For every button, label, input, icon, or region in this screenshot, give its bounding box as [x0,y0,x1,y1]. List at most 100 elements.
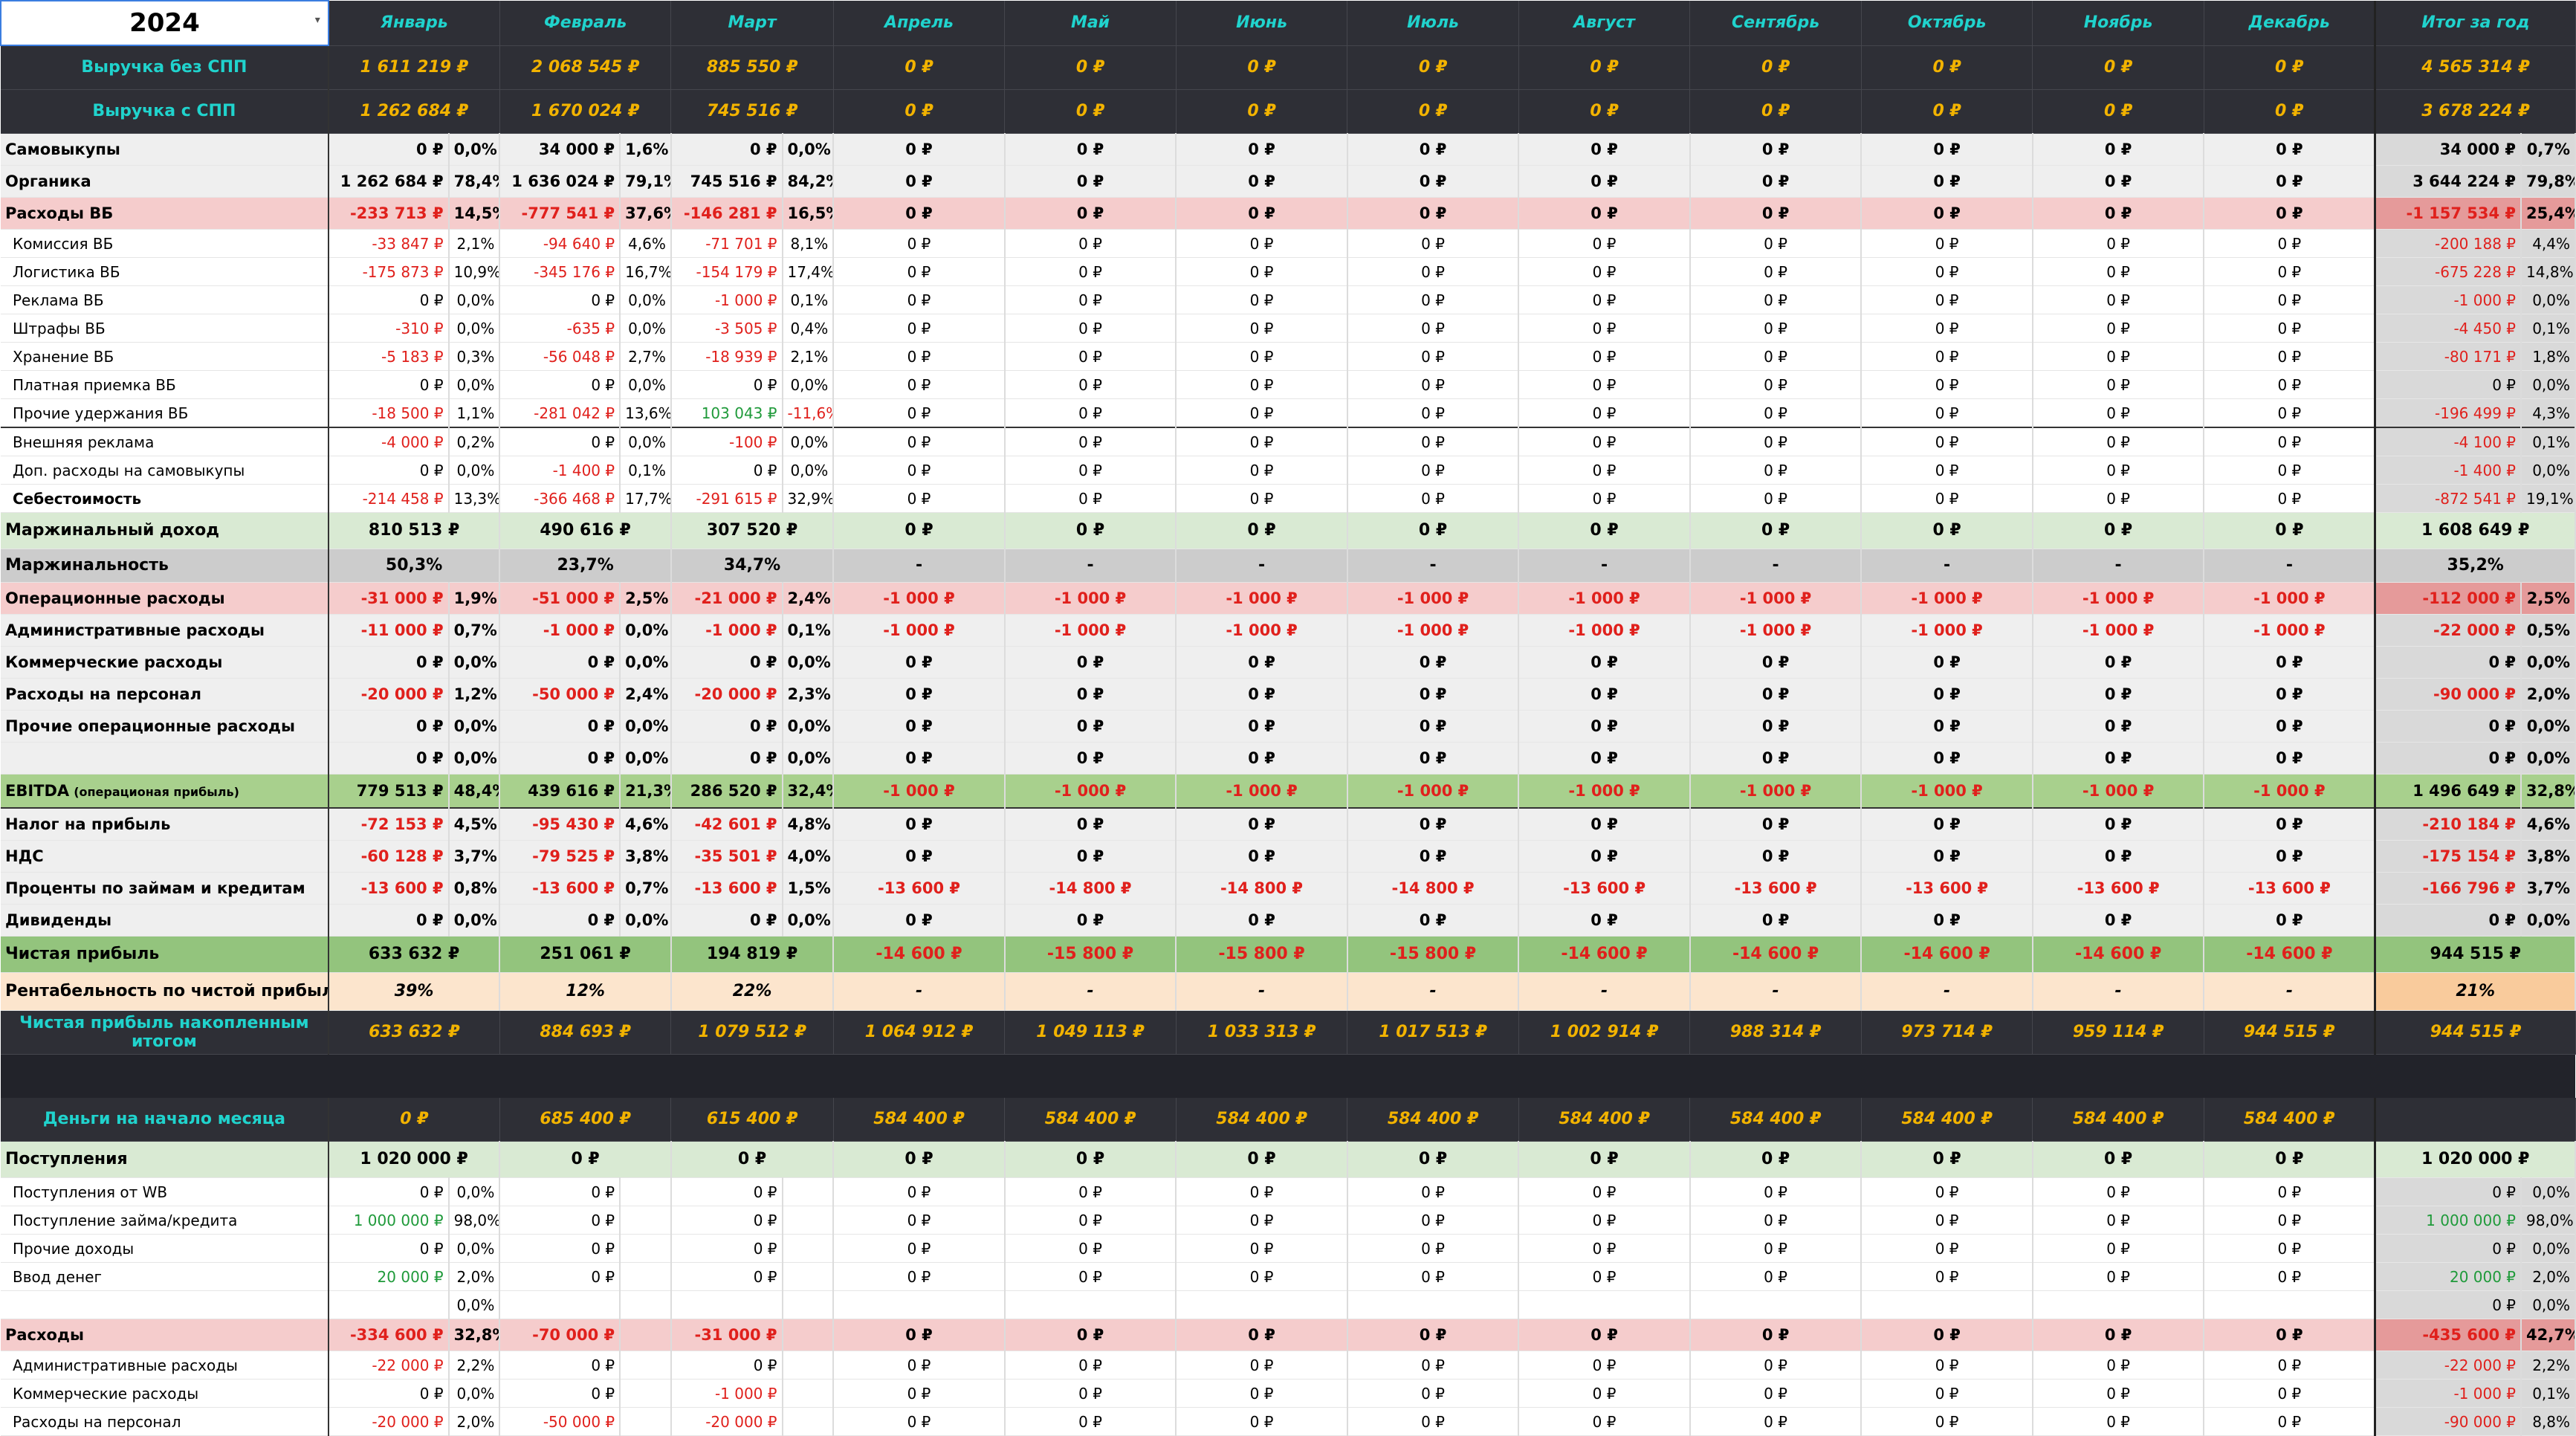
value-cell[interactable]: 0 ₽ [2204,165,2376,198]
value-cell[interactable]: -14 800 ₽ [1347,872,1520,905]
total-percent-cell[interactable]: 3,8% [2521,840,2576,873]
value-cell[interactable]: 0 ₽ [2204,456,2376,485]
value-cell[interactable]: 0 ₽ [1861,45,2033,90]
value-cell[interactable]: 1 262 684 ₽ [328,165,450,198]
percent-cell[interactable] [620,1206,672,1235]
value-cell[interactable]: -1 000 ₽ [2204,774,2376,809]
value-cell[interactable]: 0 ₽ [1004,807,1177,841]
value-cell[interactable]: 0 ₽ [1347,1234,1520,1263]
value-cell[interactable]: -100 ₽ [670,427,783,456]
value-cell[interactable]: 0 ₽ [2204,197,2376,230]
percent-cell[interactable] [620,1351,672,1380]
value-cell[interactable]: 0 ₽ [1347,1319,1520,1351]
percent-cell[interactable]: 0,0% [782,742,835,774]
value-cell[interactable]: 1 064 912 ₽ [833,1010,1006,1055]
value-cell[interactable]: 0 ₽ [2032,1351,2205,1380]
value-cell[interactable]: 0 ₽ [670,1206,783,1235]
total-cell[interactable]: -1 400 ₽ [2374,456,2522,485]
row-label[interactable]: Расходы [1,1319,329,1351]
value-cell[interactable]: 0 ₽ [670,904,783,937]
percent-cell[interactable]: 2,0% [448,1407,501,1436]
percent-cell[interactable]: 0,0% [448,1234,501,1263]
value-cell[interactable]: 0 ₽ [328,133,450,166]
value-cell[interactable] [833,1290,1006,1319]
value-cell[interactable]: 0 ₽ [1518,742,1691,774]
value-cell[interactable]: -60 128 ₽ [328,840,450,873]
value-cell[interactable]: 0 ₽ [833,840,1006,873]
value-cell[interactable]: 0 ₽ [1004,197,1177,230]
value-cell[interactable]: -13 600 ₽ [670,872,783,905]
row-label[interactable]: Чистая прибыль накопленным итогом [1,1010,329,1055]
value-cell[interactable]: -5 183 ₽ [328,342,450,371]
value-cell[interactable]: 0 ₽ [833,742,1006,774]
value-cell[interactable]: 0 ₽ [2032,1234,2205,1263]
value-cell[interactable]: 0 ₽ [2204,840,2376,873]
value-cell[interactable]: 685 400 ₽ [499,1098,672,1142]
value-cell[interactable]: 0 ₽ [2032,1206,2205,1235]
value-cell[interactable]: -1 000 ₽ [670,285,783,314]
value-cell[interactable]: 0 ₽ [499,646,621,679]
total-cell[interactable]: 1 608 649 ₽ [2374,512,2576,549]
value-cell[interactable]: 0 ₽ [1347,710,1520,743]
value-cell[interactable]: 0 ₽ [833,398,1006,428]
row-label[interactable]: Штрафы ВБ [1,314,329,343]
value-cell[interactable]: 633 632 ₽ [328,1010,500,1055]
value-cell[interactable]: 0 ₽ [1518,646,1691,679]
value-cell[interactable]: -13 600 ₽ [328,872,450,905]
value-cell[interactable]: 0 ₽ [1004,342,1177,371]
value-cell[interactable]: 0 ₽ [2032,314,2205,343]
value-cell[interactable]: 0 ₽ [1689,456,1863,485]
value-cell[interactable]: -14 600 ₽ [1861,936,2033,973]
value-cell[interactable]: -15 800 ₽ [1004,936,1177,973]
value-cell[interactable]: -1 000 ₽ [2204,582,2376,615]
value-cell[interactable]: 0 ₽ [670,133,783,166]
value-cell[interactable]: -13 600 ₽ [2032,872,2205,905]
value-cell[interactable]: 0 ₽ [1176,807,1348,841]
percent-cell[interactable]: 4,8% [782,807,835,841]
value-cell[interactable]: 0 ₽ [1347,807,1520,841]
value-cell[interactable]: 0 ₽ [2032,427,2205,456]
row-label[interactable]: EBITDA (операционая прибыль) [1,774,329,809]
value-cell[interactable]: 584 400 ₽ [2032,1098,2204,1142]
value-cell[interactable]: 0 ₽ [1004,1379,1177,1408]
total-percent-cell[interactable]: 0,1% [2521,314,2576,343]
value-cell[interactable]: 439 616 ₽ [499,774,621,809]
value-cell[interactable]: 0 ₽ [1689,398,1863,428]
total-percent-cell[interactable]: 79,8% [2521,165,2576,198]
value-cell[interactable]: 0 ₽ [1004,512,1177,549]
percent-cell[interactable]: 0,0% [620,710,672,743]
percent-cell[interactable]: 16,5% [782,197,835,230]
value-cell[interactable]: 0 ₽ [1347,1351,1520,1380]
value-cell[interactable]: 0 ₽ [1689,512,1863,549]
value-cell[interactable]: 615 400 ₽ [670,1098,834,1142]
value-cell[interactable]: 0 ₽ [1861,1177,2033,1206]
percent-cell[interactable]: 32,4% [782,774,835,809]
total-percent-cell[interactable]: 19,1% [2521,484,2576,513]
percent-cell[interactable]: 0,0% [448,1177,501,1206]
value-cell[interactable]: 0 ₽ [2204,89,2376,134]
month-header[interactable]: Декабрь [2204,1,2376,46]
value-cell[interactable]: 0 ₽ [2204,646,2376,679]
total-cell[interactable]: -1 000 ₽ [2374,285,2522,314]
value-cell[interactable]: 0 ₽ [2204,904,2376,937]
value-cell[interactable]: 0 ₽ [2204,1262,2376,1291]
value-cell[interactable]: 0 ₽ [1347,904,1520,937]
value-cell[interactable]: - [1004,549,1177,583]
value-cell[interactable]: 22% [670,972,835,1011]
value-cell[interactable]: 0 ₽ [670,1262,783,1291]
value-cell[interactable]: 0 ₽ [499,742,621,774]
value-cell[interactable]: 251 061 ₽ [499,936,672,973]
value-cell[interactable]: 0 ₽ [833,257,1006,286]
value-cell[interactable]: 0 ₽ [833,133,1006,166]
value-cell[interactable]: 0 ₽ [1176,1379,1348,1408]
value-cell[interactable]: 0 ₽ [1004,398,1177,428]
total-cell[interactable]: 3 678 224 ₽ [2374,89,2576,134]
value-cell[interactable]: 0 ₽ [1861,678,2033,711]
value-cell[interactable]: 0 ₽ [2032,197,2205,230]
value-cell[interactable]: 0 ₽ [2032,1379,2205,1408]
value-cell[interactable]: 0 ₽ [1518,1319,1691,1351]
percent-cell[interactable]: 0,1% [782,614,835,647]
value-cell[interactable]: 0 ₽ [1518,314,1691,343]
value-cell[interactable]: 0 ₽ [1004,646,1177,679]
percent-cell[interactable]: -11,6% [782,398,835,428]
